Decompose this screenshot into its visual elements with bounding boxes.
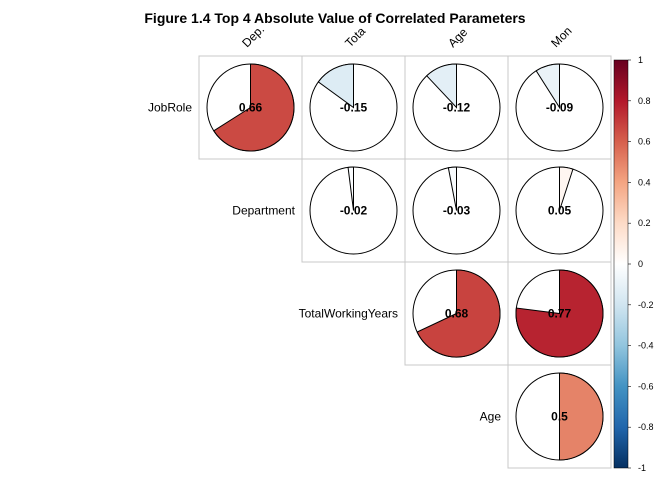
colorbar-tick-label: -0.8 <box>638 422 654 432</box>
column-label: Mon <box>548 24 574 50</box>
row-label: Age <box>480 410 502 424</box>
pie-slice <box>426 63 457 109</box>
pie-slice <box>317 63 354 109</box>
cell-value-label: 0.5 <box>551 410 568 424</box>
pie-cell: 0.5 <box>515 372 604 461</box>
cell-value-label: 0.77 <box>548 307 572 321</box>
pie-slice <box>347 166 354 211</box>
cell-value-label: 0.68 <box>445 307 469 321</box>
row-label: JobRole <box>148 101 192 115</box>
colorbar-tick-label: 0.2 <box>638 218 651 228</box>
pie-cell: 0.05 <box>515 166 604 255</box>
pie-slice <box>559 166 574 211</box>
pie-slice <box>447 166 457 211</box>
pie-slice <box>213 63 295 152</box>
colorbar-tick-label: -0.4 <box>638 341 654 351</box>
pie-cell: -0.02 <box>309 166 398 255</box>
colorbar-tick-label: 0.4 <box>638 177 651 187</box>
pie-cell: -0.12 <box>412 63 501 152</box>
grid <box>198 55 612 469</box>
pie-slice <box>416 269 501 358</box>
pie-cell: -0.09 <box>515 63 604 152</box>
pie-cell: 0.66 <box>206 63 295 152</box>
colorbar-bar <box>613 59 629 469</box>
cell-value-label: 0.05 <box>548 204 572 218</box>
pie-slice <box>515 269 604 358</box>
column-label: Tota <box>342 24 368 50</box>
pie-cell: 0.68 <box>412 269 501 358</box>
pie-cell: -0.03 <box>412 166 501 255</box>
cell-value-label: -0.02 <box>340 204 368 218</box>
grid-cell <box>507 364 612 469</box>
colorbar-tick-label: 0.8 <box>638 96 651 106</box>
cell-value-label: -0.15 <box>340 101 368 115</box>
colorbar-tick-label: -0.2 <box>638 300 654 310</box>
cell-value-label: -0.12 <box>443 101 471 115</box>
colorbar-tick-label: 0.6 <box>638 137 651 147</box>
chart-title: Figure 1.4 Top 4 Absolute Value of Corre… <box>144 10 525 26</box>
colorbar-tick-label: -0.6 <box>638 381 654 391</box>
colorbar: 1 0.8 0.6 0.4 0.2 0 -0.2 -0.4 -0.6 -0.8 -1 <box>613 55 654 473</box>
cell-value-label: -0.03 <box>443 204 471 218</box>
colorbar-tick-label: -1 <box>638 463 646 473</box>
colorbar-tick-label: 1 <box>638 55 643 65</box>
column-label: Dep. <box>239 22 267 50</box>
pie-cell: -0.15 <box>309 63 398 152</box>
row-label: TotalWorkingYears <box>299 307 398 321</box>
cell-value-label: -0.09 <box>546 101 574 115</box>
cells: 0.66 -0.15 -0.12 -0.09 -0.02 -0.03 0.05 0.68 0.7… <box>206 63 604 461</box>
cell-value-label: 0.66 <box>239 101 263 115</box>
pie-slice <box>535 63 560 110</box>
column-label: Age <box>445 25 470 50</box>
row-label: Department <box>232 204 295 218</box>
pie-slice <box>559 372 604 461</box>
colorbar-tick-label: 0 <box>638 259 643 269</box>
pie-cell: 0.77 <box>515 269 604 358</box>
